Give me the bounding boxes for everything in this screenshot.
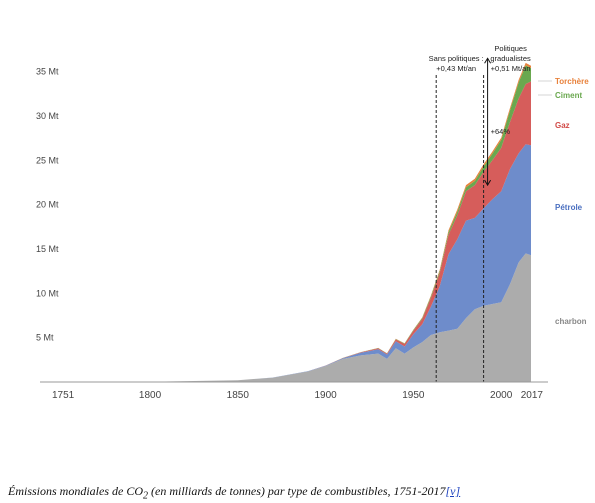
annotation-sans-politiques: Sans politiques : [429, 54, 484, 63]
x-tick-label: 1900 [314, 390, 337, 401]
annotation-politiques-gradualistes: gradualistes [490, 54, 531, 63]
stacked-areas [64, 62, 531, 382]
annotation-growth-percent: +64% [491, 127, 511, 136]
y-tick-label: 15 Mt [36, 244, 59, 254]
x-tick-label: 1850 [227, 390, 250, 401]
annotation-politiques-gradualistes: Politiques [494, 44, 527, 53]
caption-text-after: (en milliards de tonnes) par type de com… [148, 484, 446, 498]
chart-annotations: Sans politiques :+0,43 Mt/an Politiquesgr… [429, 44, 531, 136]
y-tick-label: 25 Mt [36, 155, 59, 165]
arrow-head-bottom [484, 179, 492, 187]
emissions-chart: 5 Mt 10 Mt 15 Mt 20 Mt 25 Mt 30 Mt 35 Mt 1751 18… [36, 44, 589, 401]
series-label-charbon: charbon [555, 317, 587, 326]
annotation-sans-politiques: +0,43 Mt/an [436, 64, 476, 73]
policy-reference-lines [435, 57, 492, 382]
x-tick-label: 1800 [139, 390, 162, 401]
caption-text-before: Émissions mondiales de CO [8, 484, 143, 498]
series-label-torchere: Torchère [555, 77, 589, 86]
chart-axes: 5 Mt 10 Mt 15 Mt 20 Mt 25 Mt 30 Mt 35 Mt 1751 18… [36, 67, 548, 401]
annotation-politiques-gradualistes: +0,51 Mt/an [491, 64, 531, 73]
x-tick-label: 2017 [521, 390, 544, 401]
x-tick-label: 1950 [402, 390, 425, 401]
series-label-ciment: Ciment [555, 91, 582, 100]
y-tick-label: 10 Mt [36, 288, 59, 298]
series-label-petrole: Pétrole [555, 203, 583, 212]
x-tick-label: 1751 [52, 390, 75, 401]
x-tick-label: 2000 [490, 390, 513, 401]
area-charbon [64, 253, 531, 382]
caption-reference-link[interactable]: [v] [445, 484, 461, 498]
y-tick-label: 30 Mt [36, 111, 59, 121]
caption-subscript: 2 [143, 490, 148, 502]
arrow-head-top [484, 57, 492, 64]
series-labels: charbon Pétrole Gaz Ciment Torchère [538, 77, 589, 326]
series-label-gaz: Gaz [555, 121, 570, 130]
figure-caption: Émissions mondiales de CO2 (en milliards… [8, 484, 593, 501]
y-tick-label: 35 Mt [36, 67, 59, 77]
y-tick-label: 20 Mt [36, 200, 59, 210]
y-tick-label: 5 Mt [36, 333, 54, 343]
